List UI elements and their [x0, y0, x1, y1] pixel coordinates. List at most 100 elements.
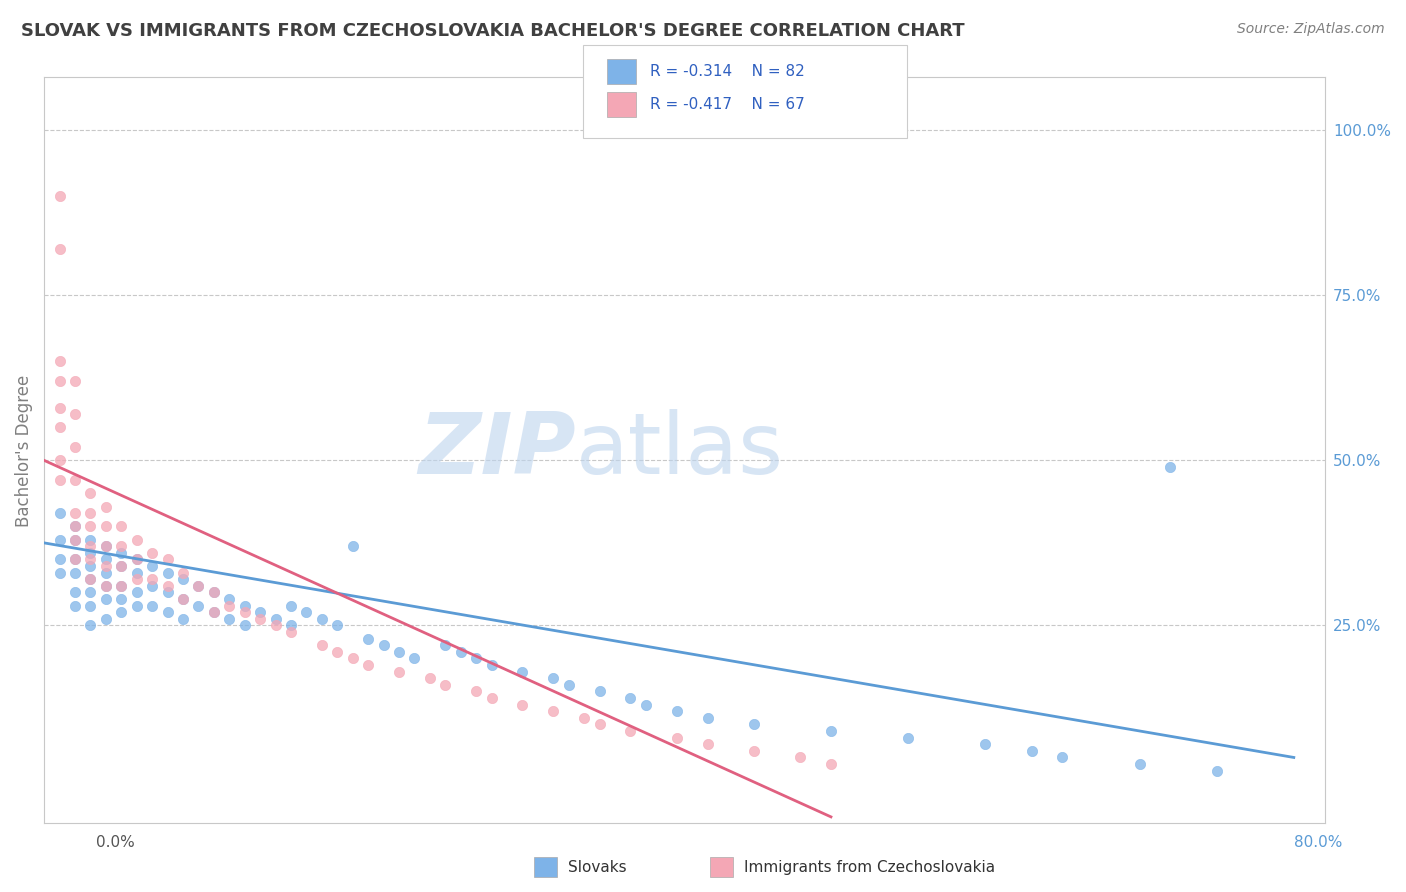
Point	[742, 717, 765, 731]
Point	[342, 539, 364, 553]
Point	[79, 506, 101, 520]
Point	[404, 651, 426, 665]
Point	[48, 473, 70, 487]
Point	[63, 519, 86, 533]
Point	[634, 698, 657, 712]
Point	[156, 585, 179, 599]
Point	[79, 546, 101, 560]
Point	[572, 711, 595, 725]
Point	[110, 579, 132, 593]
Point	[125, 566, 148, 580]
Point	[110, 519, 132, 533]
Point	[1021, 744, 1043, 758]
Point	[820, 757, 842, 772]
Point	[63, 506, 86, 520]
Point	[311, 612, 333, 626]
Y-axis label: Bachelor's Degree: Bachelor's Degree	[15, 375, 32, 526]
Point	[233, 599, 256, 613]
Point	[897, 731, 920, 745]
Point	[619, 691, 641, 706]
Point	[233, 618, 256, 632]
Text: atlas: atlas	[575, 409, 783, 492]
Point	[665, 731, 688, 745]
Point	[79, 599, 101, 613]
Text: 0.0%: 0.0%	[96, 836, 135, 850]
Point	[125, 572, 148, 586]
Point	[48, 420, 70, 434]
Point	[79, 559, 101, 574]
Point	[434, 678, 457, 692]
Point	[311, 638, 333, 652]
Point	[1128, 757, 1150, 772]
Point	[665, 704, 688, 718]
Point	[125, 585, 148, 599]
Point	[141, 599, 163, 613]
Point	[48, 533, 70, 547]
Point	[110, 579, 132, 593]
Point	[218, 592, 240, 607]
Point	[48, 374, 70, 388]
Point	[94, 500, 117, 514]
Point	[63, 552, 86, 566]
Point	[172, 566, 194, 580]
Point	[79, 618, 101, 632]
Point	[326, 618, 349, 632]
Point	[512, 698, 534, 712]
Point	[218, 612, 240, 626]
Point	[141, 559, 163, 574]
Point	[172, 592, 194, 607]
Point	[187, 599, 209, 613]
Point	[1205, 764, 1227, 778]
Point	[264, 612, 287, 626]
Point	[264, 618, 287, 632]
Point	[63, 407, 86, 421]
Point	[249, 612, 271, 626]
Point	[434, 638, 457, 652]
Point	[79, 533, 101, 547]
Point	[465, 651, 488, 665]
Point	[63, 599, 86, 613]
Point	[125, 599, 148, 613]
Point	[63, 533, 86, 547]
Point	[820, 724, 842, 739]
Point	[202, 585, 225, 599]
Point	[94, 539, 117, 553]
Point	[512, 665, 534, 679]
Point	[79, 585, 101, 599]
Point	[63, 585, 86, 599]
Point	[125, 552, 148, 566]
Point	[280, 625, 302, 640]
Point	[48, 189, 70, 203]
Text: SLOVAK VS IMMIGRANTS FROM CZECHOSLOVAKIA BACHELOR'S DEGREE CORRELATION CHART: SLOVAK VS IMMIGRANTS FROM CZECHOSLOVAKIA…	[21, 22, 965, 40]
Point	[541, 671, 564, 685]
Point	[63, 473, 86, 487]
Point	[388, 645, 411, 659]
Point	[63, 374, 86, 388]
Point	[280, 599, 302, 613]
Point	[249, 605, 271, 619]
Text: R = -0.314    N = 82: R = -0.314 N = 82	[650, 64, 804, 78]
Point	[1159, 460, 1181, 475]
Point	[202, 605, 225, 619]
Point	[94, 592, 117, 607]
Point	[172, 572, 194, 586]
Point	[357, 632, 380, 646]
Point	[63, 552, 86, 566]
Point	[342, 651, 364, 665]
Point	[94, 566, 117, 580]
Point	[48, 401, 70, 415]
Point	[110, 559, 132, 574]
Point	[696, 711, 718, 725]
Point	[419, 671, 441, 685]
Point	[218, 599, 240, 613]
Point	[79, 519, 101, 533]
Point	[94, 579, 117, 593]
Point	[48, 242, 70, 256]
Point	[357, 658, 380, 673]
Point	[156, 566, 179, 580]
Point	[233, 605, 256, 619]
Point	[280, 618, 302, 632]
Point	[202, 585, 225, 599]
Point	[63, 519, 86, 533]
Point	[141, 572, 163, 586]
